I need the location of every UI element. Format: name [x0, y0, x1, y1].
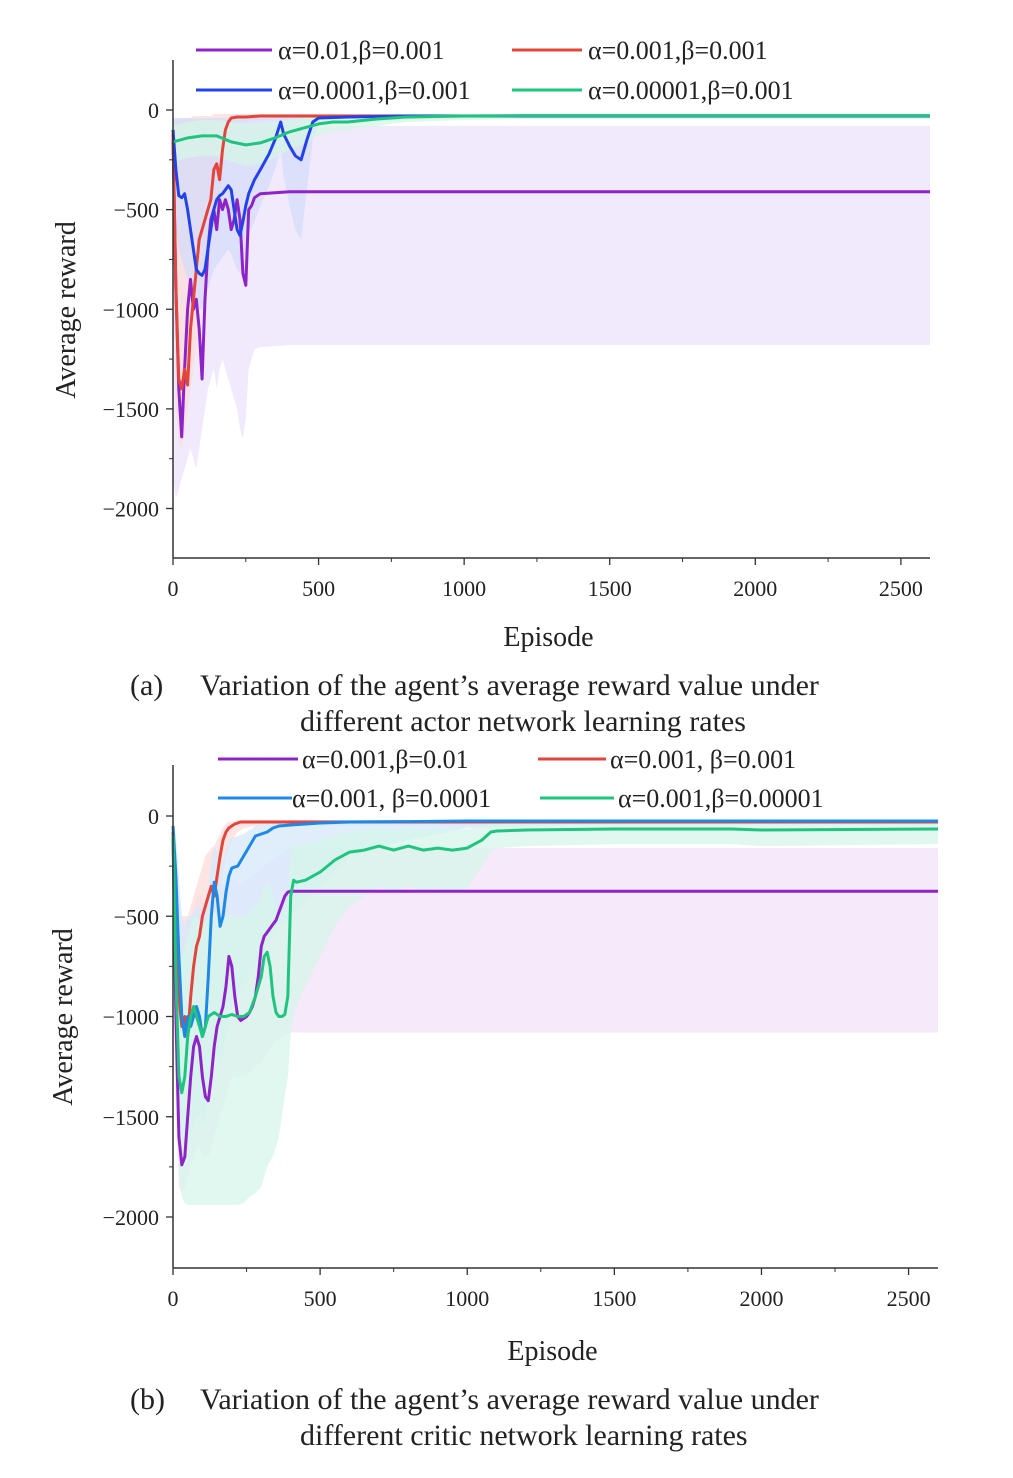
panel-a-y-axis-label: Average reward	[51, 221, 82, 398]
chart-panel-a: 0 500 1000 1500 2000 2500 0 −500 −1000 −1500 −2000…	[51, 36, 930, 653]
panel-b-series-line-1	[171, 835, 938, 1167]
panel-b-x-axis-label: Episode	[507, 1336, 597, 1367]
panel-b-legend-label-4: α=0.001,β=0.00001	[618, 784, 824, 813]
panel-a-y-tick-label: −2000	[103, 497, 159, 522]
panel-b-y-tick-label: −500	[114, 904, 159, 929]
panel-b-x-tick-label: 2500	[887, 1286, 931, 1311]
panel-a-y-tick-label: 0	[148, 98, 159, 123]
panel-b-band-1	[173, 826, 938, 1193]
panel-a-band-4	[173, 114, 930, 166]
panel-a-band-1	[173, 125, 930, 499]
panel-b-x-tick-label: 1500	[592, 1286, 636, 1311]
caption-b-line2: different critic network learning rates	[300, 1419, 748, 1452]
panel-a-x-tick-label: 2000	[733, 576, 777, 601]
panel-b-y-tick-label: 0	[148, 804, 159, 829]
panel-b-y-tick-label: −2000	[103, 1205, 159, 1230]
panel-b-y-tick-label: −1500	[103, 1105, 159, 1130]
caption-a-line1: (a) Variation of the agent’s average rewa…	[130, 668, 819, 704]
panel-b-x-tick-label: 500	[304, 1286, 337, 1311]
panel-a-legend-label-4: α=0.00001,β=0.001	[588, 76, 794, 105]
caption-a-text1: Variation of the agent’s average reward …	[200, 669, 819, 702]
panel-a-series-line-1	[171, 139, 930, 439]
panel-b-y-axis-label: Average reward	[48, 928, 79, 1105]
caption-b-text1: Variation of the agent’s average reward …	[200, 1383, 819, 1416]
panel-b-x-tick-label: 2000	[739, 1286, 783, 1311]
panel-a-x-tick-label: 2500	[879, 576, 923, 601]
panel-a-x-tick-label: 1500	[588, 576, 632, 601]
chart-panel-b: 0 500 1000 1500 2000 2500 0 −500 −1000 −1500 −2000…	[48, 745, 939, 1367]
panel-a-x-tick-label: 1000	[442, 576, 486, 601]
panel-b-legend-label-1: α=0.001,β=0.01	[302, 745, 469, 774]
panel-b-band-3	[173, 820, 938, 1147]
panel-a-y-tick-label: −500	[114, 198, 159, 223]
panel-a-y-tick-label: −1000	[103, 297, 159, 322]
panel-b-x-tick-label: 1000	[445, 1286, 489, 1311]
panel-a-legend-label-1: α=0.01,β=0.001	[278, 36, 445, 65]
panel-b-series-line-4	[171, 827, 939, 1095]
panel-a-series-line-3	[171, 114, 930, 277]
panel-b-band-4	[173, 822, 938, 1205]
panel-a-legend-label-2: α=0.001,β=0.001	[588, 36, 768, 65]
panel-a-x-axis-label: Episode	[503, 622, 593, 653]
caption-b-line1: (b) Variation of the agent’s average rewa…	[130, 1382, 819, 1418]
panel-a-legend-label-3: α=0.0001,β=0.001	[278, 76, 471, 105]
panel-a-x-tick-label: 0	[168, 576, 179, 601]
panel-b-x-tick-label: 0	[168, 1286, 179, 1311]
panel-a-series-line-4	[172, 114, 930, 147]
panel-b-y-tick-label: −1000	[103, 1005, 159, 1030]
caption-b-label: (b)	[130, 1383, 165, 1416]
panel-a-y-tick-label: −1500	[103, 397, 159, 422]
panel-b-legend-label-3: α=0.001, β=0.0001	[292, 784, 491, 813]
caption-a-line2: different actor network learning rates	[300, 705, 746, 738]
panel-a-series-line-2	[171, 114, 930, 391]
caption-a-label: (a)	[130, 669, 164, 702]
panel-a-x-tick-label: 500	[302, 576, 335, 601]
panel-b-legend-label-2: α=0.001, β=0.001	[610, 745, 796, 774]
